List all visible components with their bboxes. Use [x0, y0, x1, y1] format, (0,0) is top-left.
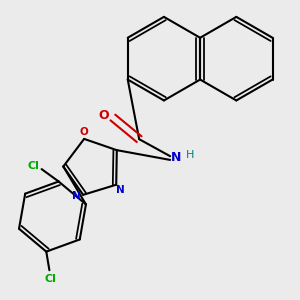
Text: H: H: [186, 150, 194, 160]
Text: O: O: [80, 127, 88, 137]
Text: N: N: [72, 191, 81, 201]
Text: Cl: Cl: [45, 274, 57, 284]
Text: O: O: [98, 110, 109, 122]
Text: N: N: [170, 151, 181, 164]
Text: N: N: [116, 185, 124, 195]
Text: Cl: Cl: [27, 161, 39, 171]
